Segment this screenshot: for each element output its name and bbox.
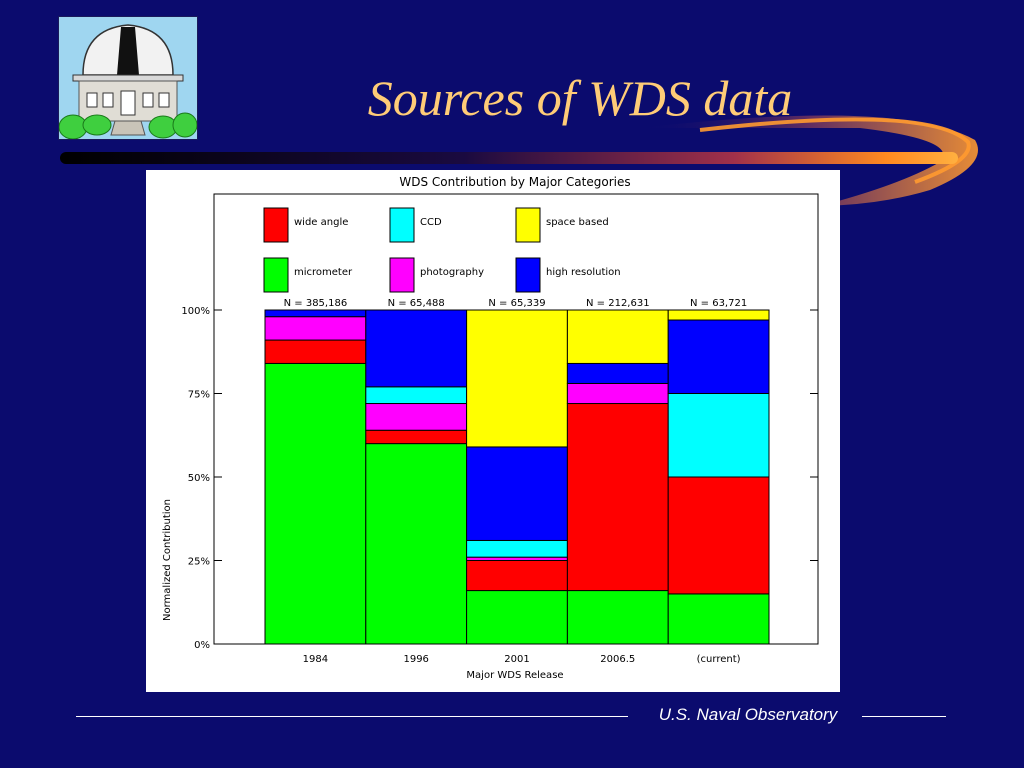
- bar-segment-CCD: [466, 539, 568, 558]
- bar-segment-photography: [264, 316, 367, 341]
- plot-area: 0% 25% 50% 75% 100% 1984 N = 385,186 1996 N = 65…: [181, 193, 819, 665]
- bar-segment-micrometer: [667, 593, 770, 645]
- bar-segment-wide-angle: [264, 339, 367, 364]
- legend-swatch: [389, 207, 415, 243]
- legend-label: space based: [546, 217, 609, 228]
- legend-label: micrometer: [294, 267, 353, 278]
- legend-swatch: [515, 207, 541, 243]
- y-tick-label: 0%: [194, 640, 210, 651]
- bar-segment-micrometer: [466, 590, 568, 645]
- stacked-bar-chart: WDS Contribution by Major Categories 0% 2…: [162, 175, 819, 681]
- bar-segment-space-based: [466, 309, 568, 448]
- bar-count-label: N = 212,631: [586, 298, 650, 309]
- observatory-building-icon: [58, 17, 198, 140]
- legend-swatch: [515, 257, 541, 293]
- bar-count-label: N = 385,186: [284, 298, 348, 309]
- x-tick-label: 2001: [504, 654, 529, 665]
- y-tick-label: 50%: [188, 473, 210, 484]
- bar-segment-CCD: [667, 393, 770, 478]
- bar-segment-photography: [365, 403, 468, 431]
- bar-segment-CCD: [365, 386, 468, 405]
- legend-swatch: [389, 257, 415, 293]
- x-axis-label: Major WDS Release: [466, 670, 563, 681]
- legend-swatch: [263, 207, 289, 243]
- legend-label: CCD: [420, 217, 442, 228]
- y-axis-label: Normalized Contribution: [162, 499, 173, 621]
- bar-segment-wide-angle: [566, 403, 669, 592]
- bar-segment-wide-angle: [466, 560, 568, 592]
- legend-label: high resolution: [546, 267, 621, 278]
- y-tick-label: 25%: [188, 557, 210, 568]
- bar-segment-high-resolution: [667, 319, 770, 395]
- legend-swatch: [263, 257, 289, 293]
- bar-count-label: N = 65,488: [388, 298, 445, 309]
- legend-label: photography: [420, 267, 484, 278]
- chart-panel: WDS Contribution by Major Categories 0% 2…: [146, 170, 840, 692]
- x-tick-label: 1996: [403, 654, 428, 665]
- legend-label: wide angle: [294, 217, 348, 228]
- y-tick-label: 75%: [188, 390, 210, 401]
- bar-segment-wide-angle: [365, 429, 468, 445]
- bar-segment-wide-angle: [667, 476, 770, 595]
- footer-organization: U.S. Naval Observatory: [658, 705, 838, 724]
- chart-title: WDS Contribution by Major Categories: [399, 175, 630, 189]
- bar-segment-photography: [566, 382, 669, 405]
- bar-segment-high-resolution: [566, 362, 669, 384]
- slide-title: Sources of WDS data: [367, 70, 793, 126]
- x-tick-label: 2006.5: [600, 654, 635, 665]
- footer-divider-left: [76, 716, 628, 717]
- bar-segment-photography: [466, 556, 568, 562]
- bar-segment-high-resolution: [466, 446, 568, 541]
- x-tick-label: 1984: [303, 654, 328, 665]
- bar-segment-micrometer: [264, 362, 367, 645]
- footer-divider-right: [862, 716, 946, 717]
- bar-segment-space-based: [566, 309, 669, 364]
- observatory-logo: [58, 16, 198, 140]
- bar-count-label: N = 65,339: [488, 298, 545, 309]
- bar-segment-high-resolution: [365, 309, 468, 388]
- bar-count-label: N = 63,721: [690, 298, 747, 309]
- y-tick-label: 100%: [181, 306, 210, 317]
- bar-segment-space-based: [667, 309, 770, 321]
- bar-segment-micrometer: [365, 443, 468, 645]
- bar-segment-high-resolution: [264, 309, 367, 318]
- bar-segment-micrometer: [566, 590, 669, 645]
- x-tick-label: (current): [697, 654, 741, 665]
